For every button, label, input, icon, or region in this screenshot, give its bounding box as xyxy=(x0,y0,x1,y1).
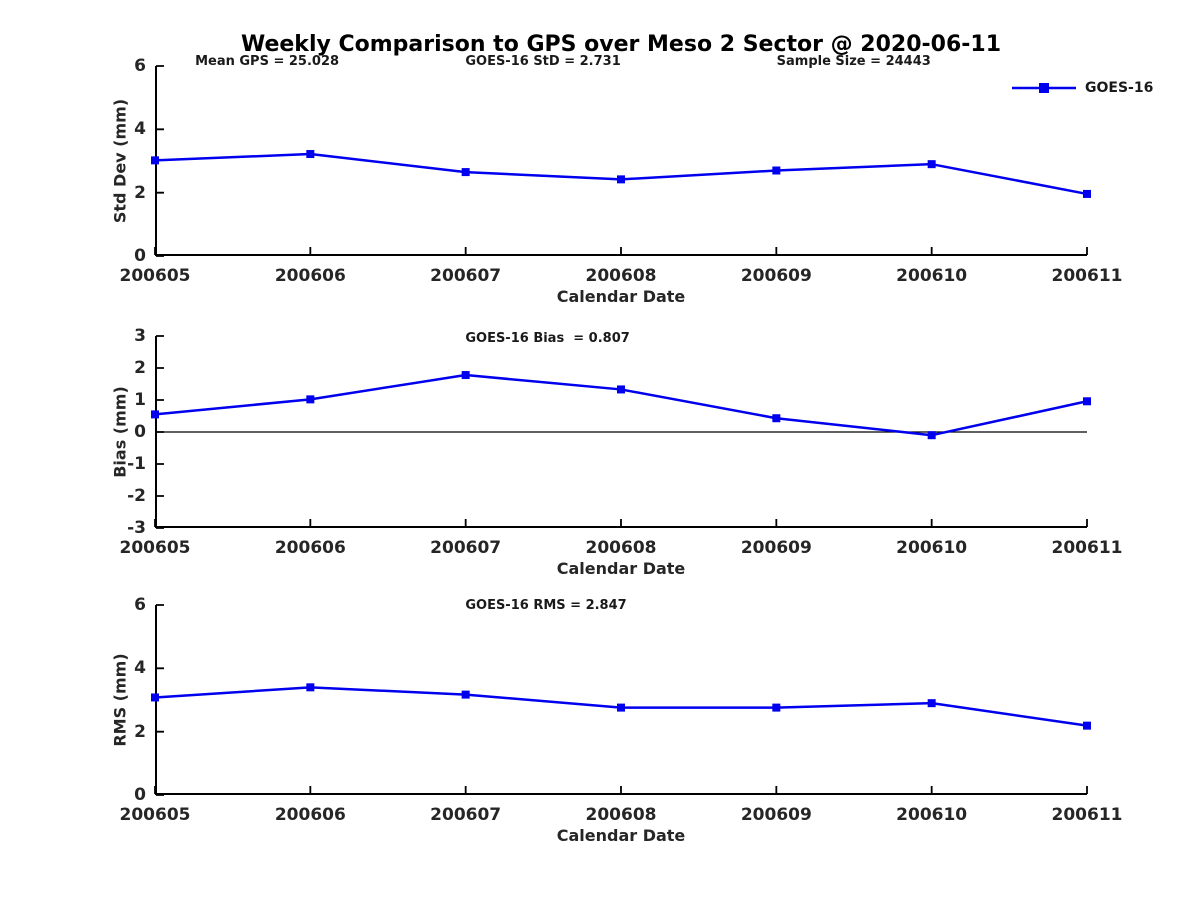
y-tick-label: -1 xyxy=(127,454,146,474)
data-point-marker xyxy=(151,693,159,702)
stat-annotation: GOES-16 StD = 2.731 xyxy=(465,54,621,69)
data-point-marker xyxy=(927,431,936,440)
x-tick-label: 200607 xyxy=(430,266,502,286)
y-tick-label: 6 xyxy=(134,56,146,76)
y-tick-label: 0 xyxy=(134,246,146,266)
x-tick-label: 200605 xyxy=(119,538,191,558)
plot-area xyxy=(151,604,1091,796)
data-point-marker xyxy=(1083,397,1091,406)
legend-line-sample-icon xyxy=(1012,83,1076,93)
x-tick-label: 200606 xyxy=(274,538,346,558)
plot-area xyxy=(151,65,1091,257)
tick-marks xyxy=(154,65,1088,257)
figure-title: Weekly Comparison to GPS over Meso 2 Sec… xyxy=(240,32,1002,57)
y-tick-label: -2 xyxy=(127,486,146,506)
x-tick-label: 200611 xyxy=(1051,266,1123,286)
bias-chart: Bias (mm) Calendar Date 200605 200606 2006… xyxy=(111,326,1123,578)
stat-annotation: Mean GPS = 25.028 xyxy=(195,54,340,69)
data-point-marker xyxy=(927,699,936,708)
x-tick-label: 200609 xyxy=(740,266,812,286)
data-point-marker xyxy=(617,385,625,394)
rms-chart: RMS (mm) Calendar Date 200605 200606 20060… xyxy=(111,595,1123,845)
data-point-marker xyxy=(306,150,315,159)
y-tick-label: 4 xyxy=(134,119,146,140)
y-tick-label: 2 xyxy=(134,358,146,378)
y-tick-label: 0 xyxy=(134,422,146,442)
bias-x-axis-label: Calendar Date xyxy=(556,559,686,578)
tick-marks xyxy=(154,604,1088,796)
x-tick-label: 200606 xyxy=(274,805,346,825)
axis-lines xyxy=(155,605,1087,795)
x-tick-label: 200609 xyxy=(740,538,812,558)
x-tick-label: 200611 xyxy=(1051,805,1123,825)
data-point-marker xyxy=(772,703,781,712)
x-tick-label: 200611 xyxy=(1051,538,1123,558)
series-line xyxy=(154,373,1088,437)
data-point-marker xyxy=(617,175,625,184)
data-point-marker xyxy=(772,166,781,175)
x-tick-label: 200608 xyxy=(585,538,657,558)
data-point-marker xyxy=(927,160,936,169)
stddev-x-axis-label: Calendar Date xyxy=(556,287,686,306)
stat-annotation: GOES-16 RMS = 2.847 xyxy=(465,598,627,613)
x-tick-label: 200607 xyxy=(430,538,502,558)
y-tick-label: 1 xyxy=(134,390,146,410)
y-tick-label: 6 xyxy=(134,595,146,615)
x-tick-label: 200610 xyxy=(896,805,968,825)
y-tick-label: 2 xyxy=(134,182,146,203)
x-tick-label: 200610 xyxy=(896,538,968,558)
data-point-marker xyxy=(461,371,470,380)
legend: GOES-16 xyxy=(1012,78,1153,98)
data-point-marker xyxy=(306,395,315,404)
y-tick-label: 4 xyxy=(134,658,146,679)
y-tick-label: 2 xyxy=(134,721,146,742)
stat-annotation: Sample Size = 24443 xyxy=(776,54,931,69)
data-point-marker xyxy=(461,168,470,177)
data-point-marker xyxy=(772,414,781,423)
plot-area xyxy=(151,335,1091,529)
x-tick-label: 200605 xyxy=(119,805,191,825)
data-point-marker xyxy=(617,703,625,712)
x-tick-label: 200605 xyxy=(119,266,191,286)
stat-annotation: GOES-16 Bias = 0.807 xyxy=(465,331,630,346)
x-tick-label: 200609 xyxy=(740,805,812,825)
x-tick-label: 200608 xyxy=(585,266,657,286)
x-tick-label: 200606 xyxy=(274,266,346,286)
x-tick-label: 200608 xyxy=(585,805,657,825)
y-tick-label: -3 xyxy=(127,518,146,538)
data-point-marker xyxy=(151,156,159,165)
data-point-marker xyxy=(306,683,315,692)
y-tick-label: 3 xyxy=(134,326,146,346)
data-point-marker xyxy=(1083,721,1091,730)
data-point-marker xyxy=(461,690,470,699)
series-line xyxy=(154,152,1088,196)
rms-x-axis-label: Calendar Date xyxy=(556,826,686,845)
x-tick-label: 200610 xyxy=(896,266,968,286)
data-point-marker xyxy=(151,410,159,419)
data-point-marker xyxy=(1083,189,1091,198)
stddev-chart: Std Dev (mm) Calendar Date 200605 200606 2… xyxy=(111,54,1123,306)
y-tick-label: 0 xyxy=(134,785,146,805)
legend-label: GOES-16 xyxy=(1085,80,1154,96)
axis-lines xyxy=(155,66,1087,256)
x-tick-label: 200607 xyxy=(430,805,502,825)
